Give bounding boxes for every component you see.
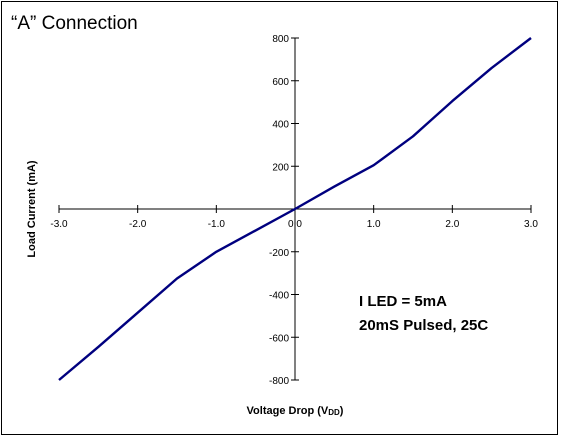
y-tick-label: 800: [272, 34, 289, 45]
x-axis-label-end: ): [340, 405, 344, 417]
series: [58, 37, 532, 381]
x-tick-label: 3.0: [524, 219, 538, 230]
x-tick-label: 2.0: [445, 219, 459, 230]
x-tick-label: -2.0: [129, 219, 147, 230]
x-tick-label: 1.0: [367, 219, 381, 230]
x-tick-label: 0.0: [288, 219, 302, 230]
x-axis-label: Voltage Drop (VDD): [247, 405, 344, 417]
y-tick-label: -200: [269, 248, 289, 259]
x-tick-label: -3.0: [50, 219, 68, 230]
y-tick-label: -400: [269, 291, 289, 302]
y-tick-label: 200: [272, 162, 289, 173]
x-tick-label: -1.0: [208, 219, 226, 230]
x-axis-label-subscript: DD: [328, 408, 340, 417]
annotation-pulse-conditions: 20mS Pulsed, 25C: [359, 317, 488, 334]
series-line: [58, 37, 532, 381]
x-axis-label-main: Voltage Drop (V: [247, 405, 329, 417]
tick-labels: -3.0 -2.0 -1.0 0.0 1.0 2.0 3.0 -800 -600 -400 -200…: [50, 34, 538, 387]
y-axis-label: Load Current (mA): [26, 160, 38, 258]
y-tick-label: -600: [269, 333, 289, 344]
annotation-led-current: I LED = 5mA: [359, 293, 447, 310]
y-tick-label: 400: [272, 120, 289, 131]
y-tick-label: -800: [269, 376, 289, 387]
chart-title: “A” Connection: [11, 13, 138, 34]
y-tick-label: 600: [272, 77, 289, 88]
